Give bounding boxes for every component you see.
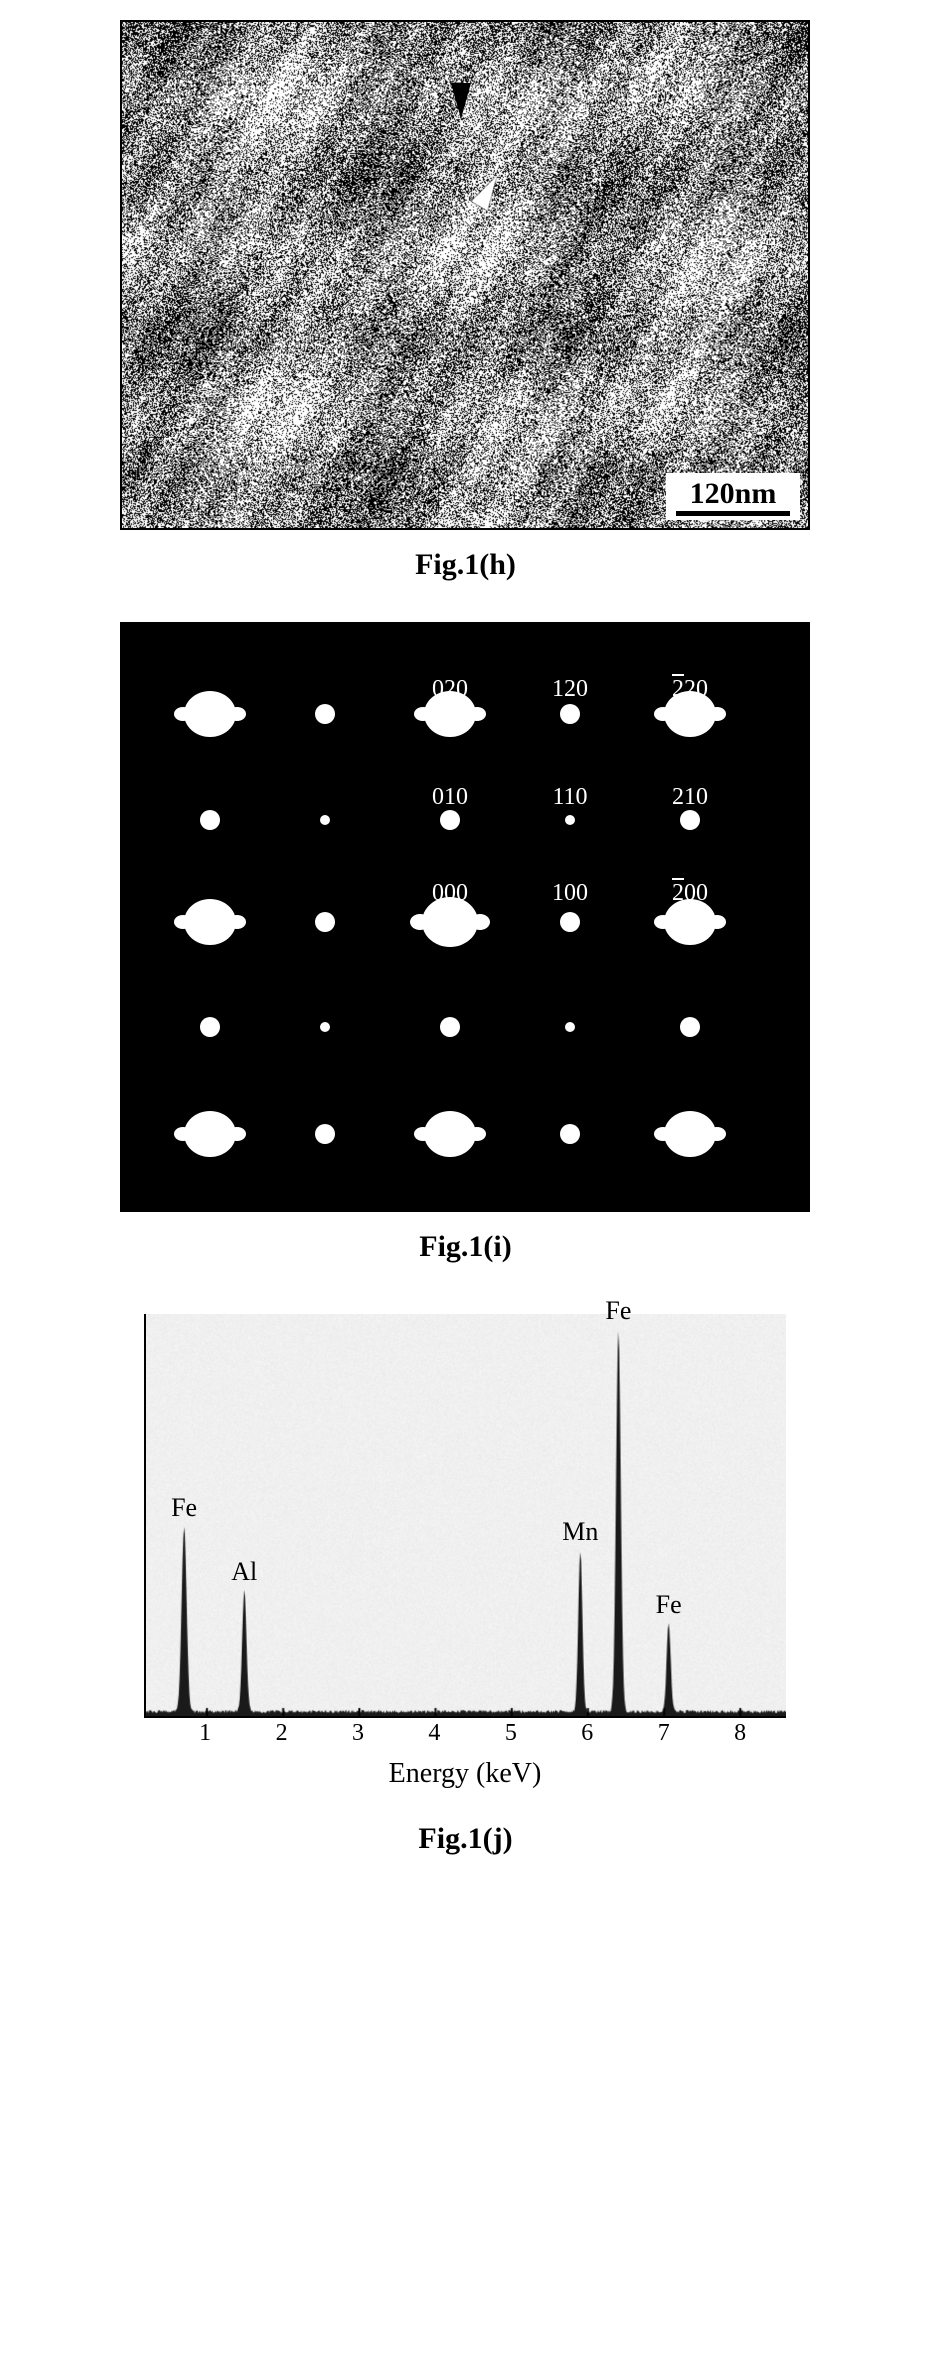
caption-1i: Fig.1(i) [120, 1230, 811, 1264]
x-tick-label: 8 [734, 1720, 746, 1747]
peak-label: Al [231, 1557, 257, 1587]
diffraction-spot [680, 1017, 700, 1037]
diffraction-label: 220 [672, 676, 708, 703]
diffraction-spot [200, 810, 220, 830]
eds-spectrum: FeAlMnFeFe 12345678 Energy (keV) [120, 1304, 810, 1804]
diffraction-spot [200, 1017, 220, 1037]
diffraction-spot [680, 810, 700, 830]
diffraction-spot [320, 1022, 330, 1032]
diffraction-label: 210 [672, 784, 708, 811]
x-axis-label: Energy (keV) [120, 1758, 810, 1790]
x-tick-label: 7 [658, 1720, 670, 1747]
x-tick-label: 6 [581, 1720, 593, 1747]
diffraction-spot [320, 815, 330, 825]
diffraction-label: 200 [672, 880, 708, 907]
diffraction-spot [664, 1111, 716, 1157]
diffraction-label: 010 [432, 784, 468, 811]
caption-1h: Fig.1(h) [120, 548, 811, 582]
peak-label: Fe [656, 1590, 682, 1620]
scale-bar-text: 120nm [676, 477, 790, 511]
x-axis-ticks: 1 2 3 4 5 6 7 8 [144, 1720, 786, 1750]
caption-1j: Fig.1(j) [120, 1822, 811, 1856]
diffraction-spot [424, 1111, 476, 1157]
x-tick-label: 4 [428, 1720, 440, 1747]
diffraction-spot [565, 1022, 575, 1032]
spectrum-plot-area: FeAlMnFeFe [144, 1314, 786, 1718]
x-tick-label: 5 [505, 1720, 517, 1747]
figure-1h: 120nm Fig.1(h) [120, 20, 811, 582]
diffraction-label: 020 [432, 676, 468, 703]
peak-label: Fe [605, 1296, 631, 1326]
diffraction-label: 120 [552, 676, 588, 703]
scale-bar-line [676, 511, 790, 516]
diffraction-spot [440, 810, 460, 830]
figure-1j: FeAlMnFeFe 12345678 Energy (keV) Fig.1(j… [120, 1304, 811, 1856]
tem-micrograph: 120nm [120, 20, 810, 530]
diffraction-spot [440, 1017, 460, 1037]
diffraction-spot [560, 1124, 580, 1144]
diffraction-label: 000 [432, 880, 468, 907]
black-arrow-icon [451, 83, 471, 119]
diffraction-spot [184, 1111, 236, 1157]
diffraction-spot [184, 691, 236, 737]
x-tick-label: 3 [352, 1720, 364, 1747]
diffraction-spot [565, 815, 575, 825]
diffraction-label: 100 [552, 880, 588, 907]
diffraction-pattern: 020 120 220 010 110 210 000 100 200 [120, 622, 810, 1212]
diffraction-spot [315, 1124, 335, 1144]
diffraction-spot [315, 704, 335, 724]
spectrum-canvas [146, 1314, 786, 1716]
diffraction-spot [184, 899, 236, 945]
diffraction-spot [315, 912, 335, 932]
x-tick-label: 2 [276, 1720, 288, 1747]
figure-1i: 020 120 220 010 110 210 000 100 200 Fig.1(i) [120, 622, 811, 1264]
peak-label: Mn [562, 1517, 598, 1547]
scale-bar: 120nm [666, 473, 800, 520]
diffraction-label: 110 [552, 784, 587, 811]
peak-label: Fe [171, 1493, 197, 1523]
diffraction-spot [560, 704, 580, 724]
diffraction-spot [560, 912, 580, 932]
x-tick-label: 1 [199, 1720, 211, 1747]
